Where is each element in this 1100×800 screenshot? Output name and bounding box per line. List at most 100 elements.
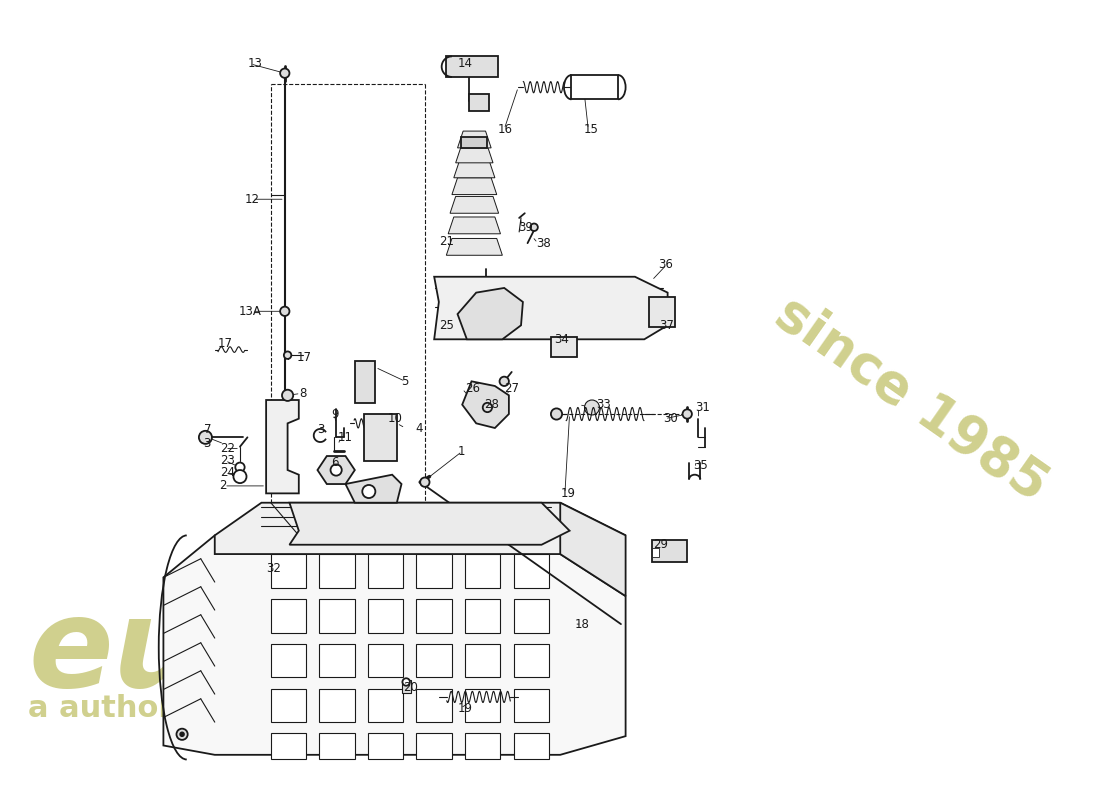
- Bar: [465, 644, 501, 678]
- Polygon shape: [454, 161, 495, 178]
- Bar: [514, 644, 549, 678]
- Text: 36: 36: [658, 258, 673, 271]
- Circle shape: [683, 410, 692, 418]
- Polygon shape: [452, 178, 497, 194]
- Circle shape: [235, 462, 244, 472]
- Text: 5: 5: [402, 375, 409, 388]
- Circle shape: [362, 485, 375, 498]
- Text: 25: 25: [439, 319, 453, 332]
- Bar: [367, 734, 404, 759]
- Text: 27: 27: [504, 382, 519, 395]
- Polygon shape: [447, 238, 503, 255]
- Circle shape: [420, 478, 429, 487]
- Polygon shape: [450, 197, 498, 214]
- Bar: [402, 680, 410, 693]
- Polygon shape: [462, 382, 509, 428]
- Polygon shape: [448, 217, 501, 234]
- Text: 7: 7: [204, 423, 211, 436]
- Bar: [651, 540, 688, 562]
- Text: 4: 4: [416, 422, 424, 434]
- Bar: [271, 689, 306, 722]
- Text: 35: 35: [693, 459, 707, 472]
- Text: 39: 39: [518, 221, 534, 234]
- Text: 29: 29: [653, 538, 669, 551]
- Bar: [271, 554, 306, 588]
- Bar: [367, 599, 404, 633]
- Bar: [651, 547, 659, 557]
- Bar: [514, 554, 549, 588]
- Text: 3: 3: [318, 423, 324, 436]
- Bar: [469, 94, 490, 110]
- Bar: [319, 689, 355, 722]
- Text: a authorised porsche parts: a authorised porsche parts: [28, 694, 492, 722]
- Circle shape: [233, 470, 246, 483]
- Bar: [514, 599, 549, 633]
- Bar: [271, 734, 306, 759]
- Text: 37: 37: [659, 319, 674, 332]
- Polygon shape: [560, 502, 626, 596]
- Text: 18: 18: [574, 618, 590, 630]
- Text: 30: 30: [663, 412, 678, 425]
- Text: 15: 15: [584, 122, 598, 136]
- Bar: [465, 689, 501, 722]
- Polygon shape: [458, 131, 491, 148]
- Bar: [514, 734, 549, 759]
- Text: 16: 16: [497, 122, 513, 136]
- Text: 8: 8: [299, 387, 306, 400]
- Polygon shape: [345, 474, 401, 502]
- Text: 20: 20: [404, 681, 418, 694]
- Bar: [319, 599, 355, 633]
- Text: 10: 10: [387, 412, 403, 425]
- Text: 22: 22: [220, 442, 235, 455]
- Circle shape: [280, 306, 289, 316]
- Polygon shape: [434, 277, 668, 339]
- Text: 26: 26: [465, 382, 480, 395]
- Text: 24: 24: [220, 466, 235, 479]
- Bar: [367, 554, 404, 588]
- Bar: [364, 414, 397, 461]
- Circle shape: [530, 223, 538, 231]
- Bar: [551, 337, 578, 357]
- Text: 21: 21: [439, 234, 454, 248]
- Text: 38: 38: [536, 237, 551, 250]
- Bar: [271, 599, 306, 633]
- Circle shape: [180, 733, 184, 736]
- Circle shape: [199, 431, 212, 444]
- Bar: [367, 689, 404, 722]
- Circle shape: [282, 390, 294, 401]
- Bar: [465, 734, 501, 759]
- Circle shape: [403, 678, 410, 686]
- Text: 19: 19: [560, 487, 575, 500]
- Circle shape: [499, 377, 509, 386]
- Polygon shape: [266, 400, 299, 494]
- Bar: [447, 56, 497, 77]
- Text: 14: 14: [458, 58, 473, 70]
- Text: 13: 13: [248, 58, 262, 70]
- Text: 12: 12: [244, 193, 260, 206]
- Bar: [571, 75, 618, 99]
- Text: 13A: 13A: [239, 305, 262, 318]
- Text: europ: europ: [28, 592, 439, 713]
- Bar: [417, 689, 452, 722]
- Bar: [417, 599, 452, 633]
- Text: 1: 1: [458, 445, 465, 458]
- Text: 3: 3: [204, 438, 211, 450]
- Bar: [319, 734, 355, 759]
- Bar: [461, 137, 487, 148]
- Text: 6: 6: [331, 456, 339, 469]
- Circle shape: [280, 69, 289, 78]
- Text: 19: 19: [458, 702, 473, 714]
- Polygon shape: [458, 288, 522, 339]
- Circle shape: [330, 465, 342, 476]
- Text: 31: 31: [695, 401, 711, 414]
- Bar: [649, 298, 675, 327]
- Text: 17: 17: [218, 338, 232, 350]
- Bar: [465, 599, 501, 633]
- Text: 28: 28: [484, 398, 498, 411]
- Bar: [417, 734, 452, 759]
- Circle shape: [483, 403, 492, 412]
- Polygon shape: [289, 502, 570, 545]
- Circle shape: [584, 400, 600, 415]
- Text: 17: 17: [297, 351, 312, 365]
- Text: 2: 2: [219, 479, 227, 493]
